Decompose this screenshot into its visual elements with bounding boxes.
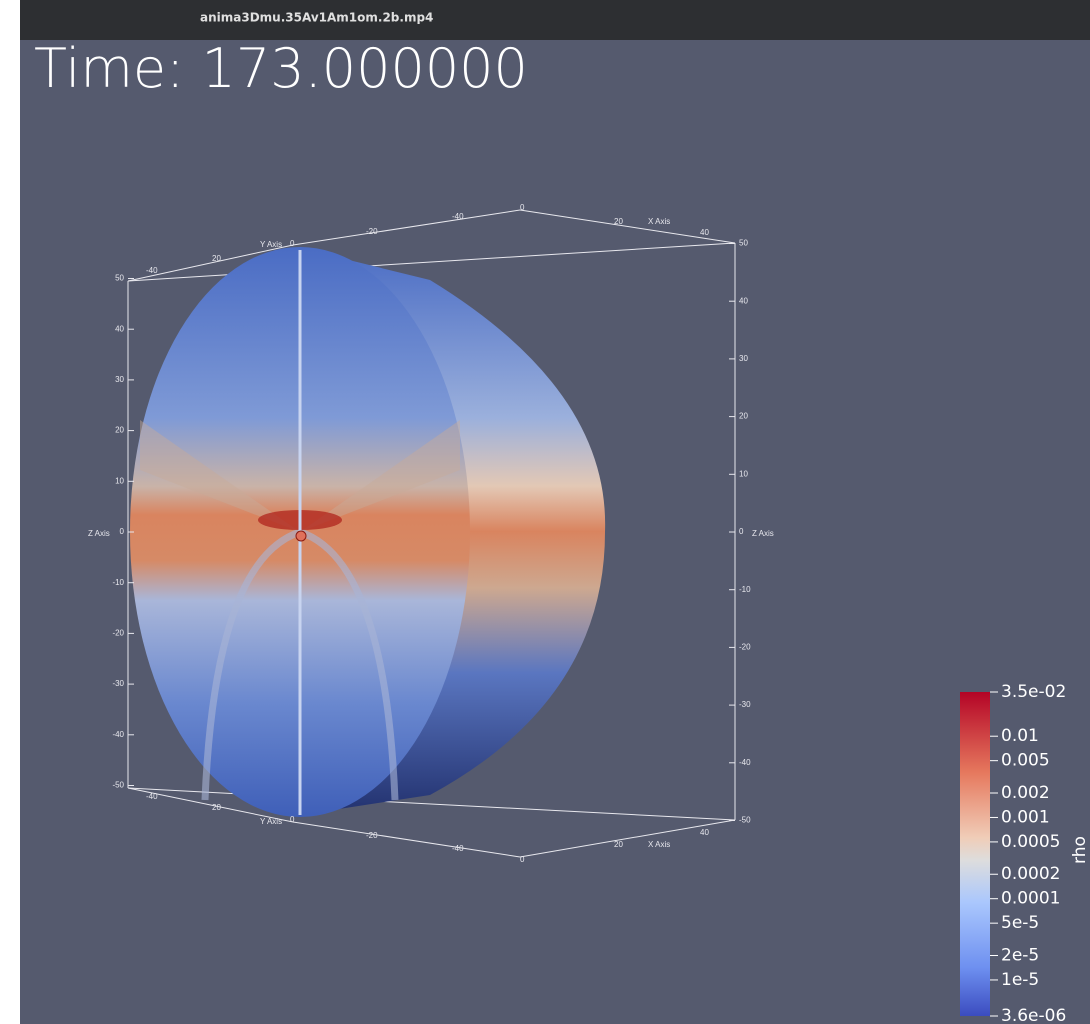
z-tick-label: 20: [115, 426, 124, 435]
axis-label: 0: [520, 855, 525, 864]
axis-label: 20: [614, 840, 623, 849]
outflow-cone: [140, 420, 460, 532]
colorbar: [960, 692, 990, 1016]
colorbar-tick-label: 2e-5: [1001, 945, 1039, 965]
axis-label: -40: [146, 266, 158, 275]
z-tick-label: -20: [112, 629, 124, 638]
colorbar-tick-label: 3.5e-02: [1001, 682, 1066, 702]
axis-label: -40: [452, 212, 464, 221]
time-label: Time: 173.000000: [34, 37, 528, 100]
z-tick-label: 50: [115, 274, 124, 283]
central-star: [295, 530, 307, 542]
z-tick-label: 40: [115, 324, 124, 333]
z-tick-label: 10: [739, 469, 748, 478]
axis-label: 0: [520, 203, 525, 212]
z-tick-label: 0: [739, 527, 744, 536]
z-tick-label: 10: [115, 476, 124, 485]
axis-label: 40: [700, 828, 709, 837]
colorbar-tick-label: 0.005: [1001, 751, 1050, 771]
z-tick-label: -10: [739, 585, 751, 594]
axis-label: -20: [366, 831, 378, 840]
axis-label: 0: [290, 239, 295, 248]
shock-front: [201, 528, 399, 801]
colorbar-tick-label: 0.0001: [1001, 889, 1060, 909]
colorbar-title: rho: [1070, 836, 1090, 864]
z-tick-label: -50: [739, 816, 751, 825]
colorbar-tick-label: 0.0002: [1001, 864, 1060, 884]
z-tick-label: -10: [112, 578, 124, 587]
z-tick-label: 20: [739, 412, 748, 421]
z-tick-label: -40: [739, 758, 751, 767]
colorbar-tick-label: 0.002: [1001, 783, 1050, 803]
colorbar-tick-label: 0.01: [1001, 726, 1039, 746]
z-tick-label: 50: [739, 239, 748, 248]
z-tick-label: -30: [112, 679, 124, 688]
axis-label: X Axis: [648, 217, 670, 226]
z-axis-title: Z Axis: [88, 529, 110, 538]
axis-label: 40: [700, 228, 709, 237]
colorbar-tick-label: 5e-5: [1001, 913, 1039, 933]
axis-label: 20: [212, 803, 221, 812]
axis-label: Y Axis: [260, 240, 282, 249]
colorbar-tick-label: 1e-5: [1001, 970, 1039, 990]
colorbar-tick-label: 0.001: [1001, 807, 1050, 827]
axis-label: X Axis: [648, 840, 670, 849]
axis-label: 20: [212, 254, 221, 263]
z-tick-label: -50: [112, 781, 124, 790]
axis-label: Y Axis: [260, 817, 282, 826]
z-tick-label: 30: [115, 375, 124, 384]
axis-label: -20: [366, 227, 378, 236]
z-tick-label: -30: [739, 700, 751, 709]
z-tick-label: -40: [112, 730, 124, 739]
colorbar-tick-label: 0.0005: [1001, 832, 1060, 852]
axis-label: -40: [452, 844, 464, 853]
z-axis-title: Z Axis: [752, 529, 774, 538]
z-tick-label: -20: [739, 643, 751, 652]
colorbar-tick-label: 3.6e-06: [1001, 1006, 1066, 1024]
title-bar: [20, 0, 1090, 40]
z-tick-label: 30: [739, 354, 748, 363]
axis-label: 20: [614, 217, 623, 226]
window-title: anima3Dmu.35Av1Am1om.2b.mp4: [200, 11, 433, 25]
axis-label: 0: [290, 815, 295, 824]
z-tick-label: 0: [120, 527, 125, 536]
axis-label: -40: [146, 792, 158, 801]
z-tick-label: 40: [739, 296, 748, 305]
